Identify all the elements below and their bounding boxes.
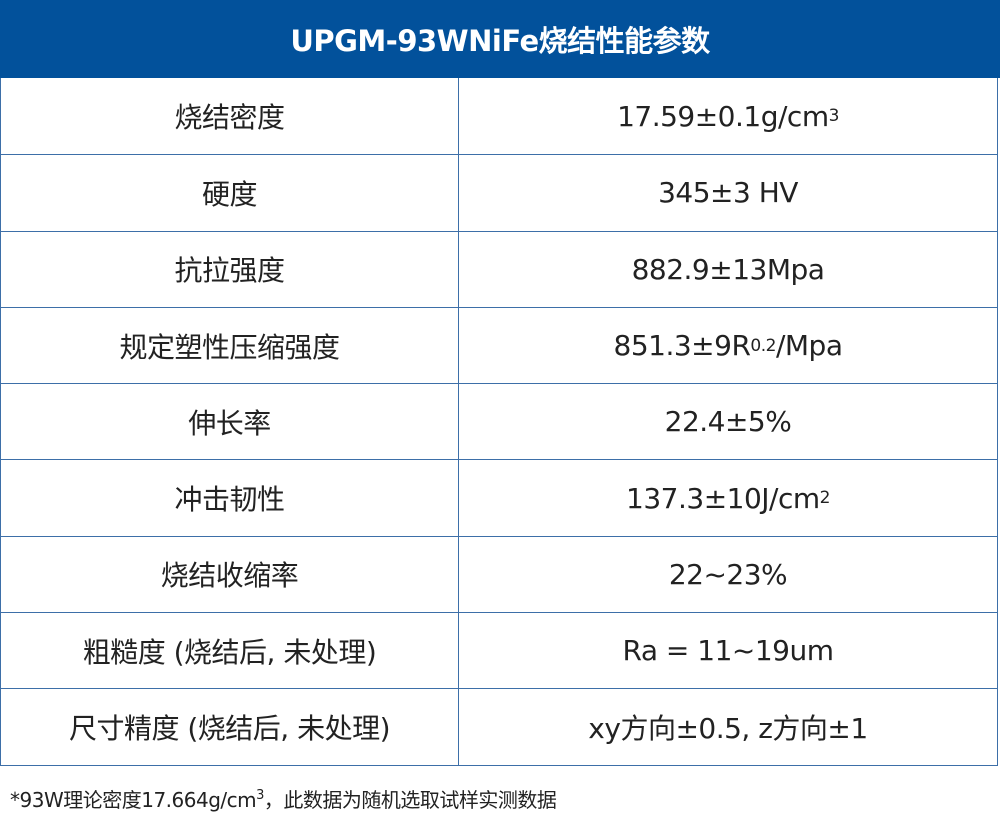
property-value: Ra = 11~19um (459, 613, 997, 688)
footnote: *93W理论密度17.664g/cm3，此数据为随机选取试样实测数据 (10, 784, 557, 813)
value-text: 882.9±13Mpa (631, 252, 825, 286)
table-row: 烧结收缩率 22~23% (1, 535, 997, 613)
table-row: 规定塑性压缩强度 851.3±9R 0.2/Mpa (1, 306, 997, 384)
property-value: 17.59±0.1g/cm 3 (459, 78, 997, 154)
value-suffix: /Mpa (775, 329, 843, 363)
table-row: 尺寸精度 (烧结后, 未处理) xy方向±0.5, z方向±1 (1, 688, 997, 765)
value-text: 851.3±9R (613, 329, 751, 363)
property-label: 抗拉强度 (1, 231, 459, 307)
footnote-text: *93W理论密度17.664g/cm (10, 788, 257, 812)
footnote-superscript: 3 (256, 788, 264, 803)
value-subscript: 0.2 (750, 335, 776, 356)
property-value: 22~23% (459, 537, 997, 612)
property-label: 烧结密度 (1, 78, 459, 155)
value-superscript: 2 (819, 488, 831, 509)
property-value: 345±3 HV (459, 155, 997, 230)
value-text: xy方向±0.5, z方向±1 (588, 712, 868, 746)
value-text: 22.4±5% (664, 405, 792, 439)
property-value: xy方向±0.5, z方向±1 (459, 689, 997, 764)
table-title: UPGM-93WNiFe烧结性能参数 (0, 0, 1000, 78)
value-text: 17.59±0.1g/cm (617, 99, 829, 133)
property-label: 烧结收缩率 (1, 536, 459, 613)
property-value: 851.3±9R 0.2/Mpa (459, 308, 997, 383)
property-label: 尺寸精度 (烧结后, 未处理) (1, 689, 459, 765)
property-value: 137.3±10J/cm 2 (459, 460, 997, 535)
value-text: 345±3 HV (658, 176, 798, 210)
table-row: 伸长率 22.4±5% (1, 383, 997, 460)
value-superscript: 3 (828, 106, 840, 127)
property-label: 冲击韧性 (1, 460, 459, 536)
properties-table: 烧结密度 17.59±0.1g/cm 3 硬度 345±3 HV 抗拉强度 882.9±13… (0, 78, 998, 766)
property-value: 882.9±13Mpa (459, 232, 997, 307)
property-label: 规定塑性压缩强度 (1, 307, 459, 384)
property-label: 伸长率 (1, 384, 459, 460)
table-row: 抗拉强度 882.9±13Mpa (1, 230, 997, 307)
value-text: 22~23% (668, 557, 788, 591)
table-row: 硬度 345±3 HV (1, 154, 997, 231)
property-label: 硬度 (1, 155, 459, 231)
value-text: Ra = 11~19um (622, 634, 835, 668)
table-row: 冲击韧性 137.3±10J/cm 2 (1, 459, 997, 536)
value-text: 137.3±10J/cm (626, 481, 820, 515)
footnote-suffix: ，此数据为随机选取试样实测数据 (263, 788, 557, 812)
table-row: 烧结密度 17.59±0.1g/cm 3 (1, 78, 997, 155)
property-value: 22.4±5% (459, 384, 997, 459)
table-row: 粗糙度 (烧结后, 未处理) Ra = 11~19um (1, 612, 997, 689)
property-label: 粗糙度 (烧结后, 未处理) (1, 613, 459, 689)
